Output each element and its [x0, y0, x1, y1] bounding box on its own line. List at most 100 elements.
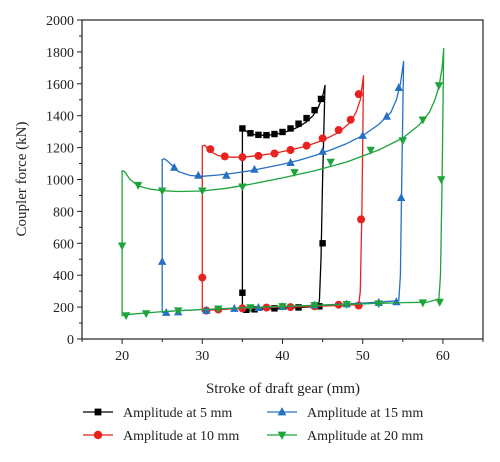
plot-frame	[81, 19, 484, 340]
data-point	[303, 114, 310, 122]
data-point	[437, 176, 446, 185]
legend-item: Amplitude at 15 mm	[267, 406, 423, 421]
data-point	[158, 256, 167, 265]
data-point	[246, 304, 255, 313]
series-line	[201, 75, 365, 313]
data-point	[279, 128, 286, 136]
series-3	[158, 60, 406, 316]
series-group	[117, 48, 446, 321]
x-tick-label: 60	[436, 349, 450, 364]
data-point	[238, 153, 247, 162]
data-point	[382, 111, 391, 120]
legend-label: Amplitude at 5 mm	[123, 406, 232, 421]
data-point	[334, 126, 343, 135]
data-point	[250, 164, 259, 173]
y-tick-label: 1400	[46, 110, 74, 125]
data-point	[398, 137, 407, 146]
data-point	[271, 130, 278, 138]
legend-marker	[93, 430, 103, 440]
data-point	[170, 162, 179, 171]
data-point	[141, 310, 151, 319]
data-point	[133, 181, 143, 190]
data-point	[198, 273, 207, 282]
legend-marker	[94, 408, 102, 416]
legend-label: Amplitude at 10 mm	[123, 429, 239, 444]
data-point	[358, 130, 367, 139]
data-point	[287, 125, 294, 132]
legend-item: Amplitude at 20 mm	[267, 429, 423, 444]
y-tick-label: 400	[53, 269, 74, 284]
data-point	[243, 306, 250, 314]
legend-label: Amplitude at 15 mm	[307, 406, 423, 421]
data-point	[418, 299, 428, 308]
data-point	[255, 131, 262, 139]
data-point	[214, 305, 223, 314]
series-2	[198, 75, 366, 315]
data-point	[290, 169, 299, 178]
data-point	[342, 301, 351, 309]
data-point	[434, 82, 444, 91]
y-tick-label: 200	[53, 301, 74, 316]
data-point	[117, 242, 127, 251]
data-point	[270, 149, 279, 158]
x-tick-label: 20	[115, 349, 129, 364]
data-point	[326, 158, 335, 167]
legend-marker	[277, 407, 287, 416]
data-point	[357, 215, 366, 224]
data-point	[158, 187, 167, 196]
series-4	[117, 48, 446, 321]
x-tick-label: 30	[195, 349, 209, 364]
data-point	[354, 90, 363, 99]
legend-item: Amplitude at 5 mm	[83, 406, 232, 421]
data-point	[286, 158, 295, 166]
y-tick-label: 800	[53, 205, 74, 220]
data-point	[278, 303, 287, 312]
data-point	[238, 183, 247, 192]
y-tick-label: 1000	[46, 174, 74, 189]
data-point	[174, 307, 183, 316]
data-point	[317, 95, 325, 103]
data-point	[394, 83, 403, 91]
data-point	[318, 134, 327, 143]
data-point	[286, 145, 295, 154]
y-tick-label: 2000	[46, 14, 74, 29]
y-tick-label: 1800	[46, 46, 74, 61]
data-point	[319, 240, 326, 247]
y-tick-label: 600	[53, 237, 74, 252]
data-point	[271, 305, 278, 312]
data-point	[121, 312, 131, 321]
axes-group: 20 30 40 50 60020040060080010001200140016001…	[46, 14, 484, 364]
data-point	[263, 131, 270, 139]
series-line	[241, 84, 326, 311]
data-point	[418, 116, 428, 125]
series-1	[239, 84, 326, 314]
x-tick-label: 40	[276, 349, 290, 364]
data-point	[318, 146, 327, 155]
x-axis-title: Stroke of draft gear (mm)	[206, 381, 360, 397]
data-point	[222, 170, 231, 179]
data-point	[374, 300, 383, 309]
data-point	[194, 170, 203, 179]
data-point	[220, 152, 229, 161]
data-point	[286, 303, 295, 312]
series-line	[121, 48, 445, 317]
data-point	[396, 193, 406, 202]
legend: Amplitude at 5 mm Amplitude at 10 mm Ampli…	[83, 406, 423, 444]
legend-label: Amplitude at 20 mm	[307, 429, 423, 444]
data-point	[239, 125, 246, 132]
data-point	[366, 146, 375, 155]
y-axis-title: Coupler force (kN)	[14, 122, 30, 237]
data-point	[254, 151, 263, 160]
y-tick-label: 0	[67, 333, 74, 348]
legend-item: Amplitude at 10 mm	[83, 429, 239, 444]
x-tick-label: 50	[356, 349, 370, 364]
y-tick-label: 1600	[46, 78, 74, 93]
series-line	[161, 60, 405, 314]
legend-marker	[277, 431, 287, 440]
data-point	[310, 301, 319, 310]
data-point	[206, 145, 215, 154]
data-point	[198, 187, 207, 196]
data-point	[346, 115, 355, 124]
data-point	[295, 120, 302, 127]
